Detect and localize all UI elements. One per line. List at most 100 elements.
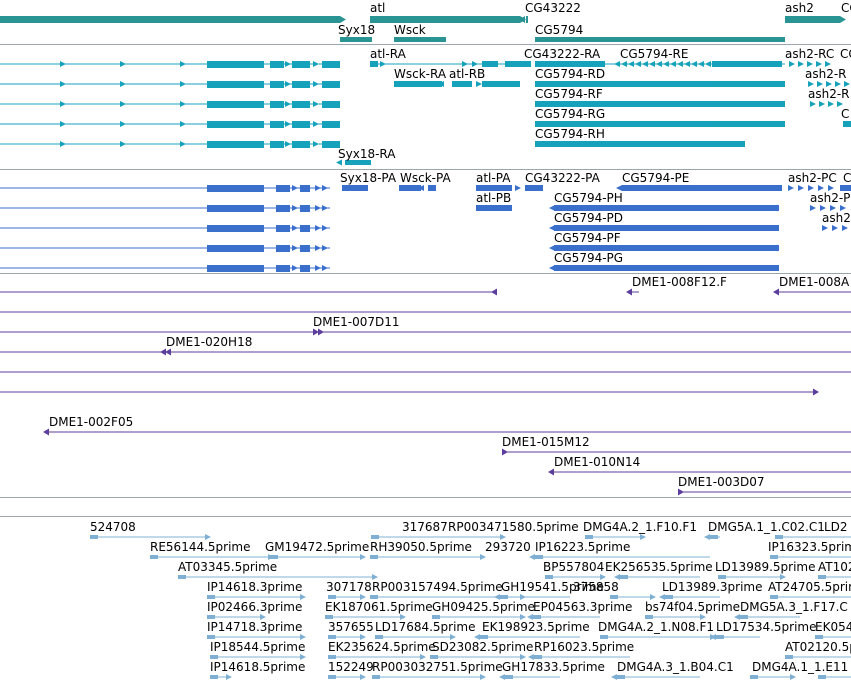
exon-block[interactable]	[207, 225, 264, 232]
est-block[interactable]	[90, 535, 98, 539]
est-label[interactable]: IP16323.5prime	[768, 540, 851, 554]
est-label[interactable]: AT24705.5prime	[768, 580, 851, 594]
est-block[interactable]	[370, 555, 378, 559]
exon-block[interactable]	[270, 61, 284, 68]
feature-label[interactable]: Wsck	[394, 23, 426, 37]
feature-label[interactable]: Syx18	[338, 23, 376, 37]
est-block[interactable]	[617, 675, 625, 679]
exon-block[interactable]	[452, 81, 472, 87]
est-block[interactable]	[710, 535, 718, 539]
exon-block[interactable]	[276, 225, 290, 232]
est-block[interactable]	[430, 655, 438, 659]
est-label[interactable]: RH39050.5prime	[370, 540, 472, 554]
est-label[interactable]: AT03345.5prime	[178, 560, 278, 574]
feature-label[interactable]: ash2	[822, 211, 851, 225]
est-block[interactable]	[370, 595, 378, 599]
est-block[interactable]	[535, 555, 543, 559]
feature-label[interactable]: ash2-RC	[785, 47, 835, 61]
est-label[interactable]: RE56144.5prime	[150, 540, 251, 554]
est-block[interactable]	[178, 575, 186, 579]
est-label[interactable]: DMG4A.2_1.F10.F1	[583, 520, 697, 534]
exon-block[interactable]	[622, 185, 782, 191]
est-block[interactable]	[150, 555, 158, 559]
feature-label[interactable]: CG5794-RF	[535, 87, 603, 101]
feature-label[interactable]: C	[841, 107, 850, 121]
feature-label[interactable]: CG	[840, 47, 851, 61]
est-block[interactable]	[585, 535, 593, 539]
exon-block[interactable]	[482, 61, 498, 67]
est-block[interactable]	[328, 675, 336, 679]
est-block[interactable]	[665, 595, 673, 599]
feature-label[interactable]: ash2-R	[805, 67, 847, 81]
est-block[interactable]	[716, 635, 724, 639]
feature-label[interactable]: CG5794	[535, 23, 584, 37]
feature-label[interactable]: DME1-002F05	[49, 415, 134, 429]
est-label[interactable]: AT02120.5prime	[785, 640, 851, 654]
est-label[interactable]: EP04563.3prime	[533, 600, 633, 614]
exon-block[interactable]	[322, 121, 340, 128]
est-label[interactable]: IP16223.5prime	[535, 540, 631, 554]
feature-label[interactable]: CG5794-RH	[535, 127, 605, 141]
est-block[interactable]	[207, 595, 215, 599]
est-label[interactable]: BP557804	[543, 560, 605, 574]
est-block[interactable]	[328, 635, 336, 639]
est-block[interactable]	[432, 615, 440, 619]
est-label[interactable]: LD2	[824, 520, 848, 534]
est-label[interactable]: GH19541.5prime	[501, 580, 604, 594]
est-block[interactable]	[480, 635, 488, 639]
feature-label[interactable]: Wsck-RA	[394, 67, 447, 81]
est-block[interactable]	[207, 615, 215, 619]
est-label[interactable]: RP003471580.5prime	[448, 520, 579, 534]
exon-block[interactable]	[840, 185, 851, 191]
exon-block[interactable]	[270, 121, 284, 128]
est-label[interactable]: DMG5A.3_1.F17.C	[740, 600, 848, 614]
feature-label[interactable]: CG5794-PG	[554, 251, 624, 265]
est-label[interactable]: 293720	[485, 540, 531, 554]
est-label[interactable]: DMG5A.1_1.C02.C1	[708, 520, 825, 534]
est-label[interactable]: 307178	[326, 580, 372, 594]
feature-label[interactable]: CG43222	[525, 1, 581, 15]
gene-bar[interactable]	[0, 16, 340, 23]
est-label[interactable]: 152249	[328, 660, 374, 674]
est-label[interactable]: IP14718.3prime	[207, 620, 303, 634]
est-block[interactable]	[785, 655, 793, 659]
feature-label[interactable]: CG43222-RA	[524, 47, 601, 61]
est-label[interactable]: LD13989.5prime	[715, 560, 816, 574]
feature-label[interactable]: Syx18-RA	[338, 147, 396, 161]
est-block[interactable]	[818, 575, 826, 579]
est-label[interactable]: SD23082.5prime	[432, 640, 534, 654]
feature-label[interactable]: atl-PB	[476, 191, 512, 205]
exon-block[interactable]	[476, 185, 512, 191]
exon-block[interactable]	[270, 101, 284, 108]
feature-label[interactable]: atl-PA	[476, 171, 511, 185]
est-label[interactable]: IP14618.5prime	[210, 660, 306, 674]
exon-block[interactable]	[525, 185, 543, 191]
est-label[interactable]: RP003032751.5prime	[372, 660, 503, 674]
exon-block[interactable]	[394, 81, 442, 87]
est-block[interactable]	[740, 615, 748, 619]
exon-block[interactable]	[399, 185, 421, 191]
feature-label[interactable]: CG5794-PE	[622, 171, 690, 185]
feature-label[interactable]: C	[843, 171, 851, 185]
exon-block[interactable]	[482, 81, 520, 87]
est-block[interactable]	[270, 555, 278, 559]
feature-label[interactable]: DME1-020H18	[166, 335, 253, 349]
exon-block[interactable]	[207, 205, 264, 212]
exon-block[interactable]	[370, 61, 378, 67]
exon-block[interactable]	[712, 61, 782, 67]
est-label[interactable]: RP16023.5prime	[534, 640, 635, 654]
est-label[interactable]: DMG4A.2_1.N08.F1	[598, 620, 715, 634]
feature-label[interactable]: ash2-R	[808, 87, 850, 101]
exon-block[interactable]	[505, 61, 521, 67]
est-block[interactable]	[371, 535, 379, 539]
exon-block[interactable]	[428, 185, 436, 191]
feature-label[interactable]: ash2-PC	[788, 171, 837, 185]
est-label[interactable]: GH09425.5prime	[432, 600, 535, 614]
feature-label[interactable]: ash2	[785, 1, 814, 15]
est-block[interactable]	[750, 675, 758, 679]
est-label[interactable]: LD17534.5prime	[716, 620, 817, 634]
est-block[interactable]	[534, 655, 542, 659]
exon-block[interactable]	[300, 185, 310, 192]
est-label[interactable]: 375858	[573, 580, 619, 594]
exon-block[interactable]	[300, 265, 310, 272]
